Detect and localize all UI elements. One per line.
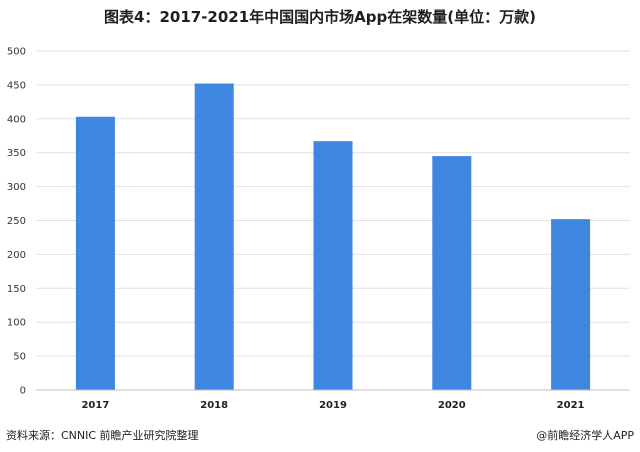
brand-label: @前瞻经济学人APP: [536, 429, 634, 442]
y-tick-label: 350: [7, 148, 26, 159]
x-tick-label: 2019: [319, 400, 347, 411]
x-tick-label: 2020: [438, 400, 466, 411]
y-tick-label: 50: [13, 352, 26, 363]
x-tick-label: 2018: [200, 400, 228, 411]
x-tick-label: 2017: [81, 400, 109, 411]
y-tick-label: 500: [7, 47, 26, 58]
y-tick-label: 250: [7, 216, 26, 227]
chart-title: 图表4：2017-2021年中国国内市场App在架数量(单位：万款): [104, 8, 536, 26]
x-axis-ticks: 2017 2018 2019 2020 2021: [81, 400, 584, 411]
bar-2018: [194, 83, 234, 390]
source-note: 资料来源：CNNIC 前瞻产业研究院整理: [6, 429, 199, 442]
bars: [75, 83, 591, 391]
y-tick-label: 400: [7, 114, 26, 125]
bar-2019: [313, 141, 353, 390]
y-tick-label: 150: [7, 284, 26, 295]
y-tick-label: 100: [7, 318, 26, 329]
y-axis-ticks: 0 50 100 150 200 250 300 350 400 450 500: [7, 47, 26, 397]
y-tick-label: 300: [7, 182, 26, 193]
y-tick-label: 0: [20, 386, 26, 397]
bar-2017: [75, 116, 115, 391]
bar-2020: [432, 156, 472, 390]
x-tick-label: 2021: [557, 400, 585, 411]
y-tick-label: 200: [7, 250, 26, 261]
bar-2021: [551, 219, 591, 390]
y-tick-label: 450: [7, 80, 26, 91]
